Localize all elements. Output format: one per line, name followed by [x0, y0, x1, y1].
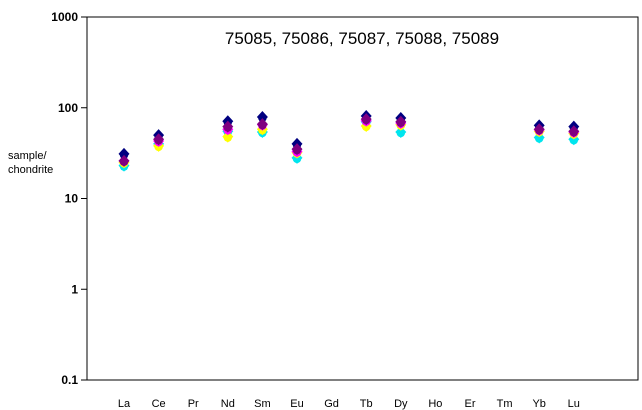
y-tick-label: 100: [58, 101, 78, 115]
data-point-marker: [396, 128, 405, 138]
x-tick-label: Tb: [360, 398, 373, 410]
plot-frame: [86, 16, 639, 381]
x-tick-label: Er: [465, 398, 476, 410]
data-point-marker: [292, 145, 302, 155]
x-tick-label: Pr: [188, 398, 199, 410]
data-points: [118, 110, 580, 172]
x-tick-label: Sm: [254, 398, 271, 410]
data-point-marker: [119, 157, 129, 167]
x-tick-label: Dy: [394, 398, 408, 410]
x-tick-label: Ho: [428, 398, 442, 410]
data-point-marker: [535, 134, 544, 143]
x-tick-label: Lu: [568, 398, 580, 410]
x-tick-label: Gd: [324, 398, 339, 410]
data-point-marker: [258, 113, 267, 123]
data-point-marker: [535, 126, 544, 135]
x-tick-label: Eu: [290, 398, 303, 410]
y-tick-label: 1000: [51, 10, 78, 24]
data-point-marker: [569, 128, 578, 137]
chart-title: 75085, 75086, 75087, 75088, 75089: [225, 29, 499, 48]
y-tick-label: 0.1: [61, 373, 78, 387]
data-point-marker: [258, 120, 267, 130]
x-tick-label: Tm: [497, 398, 513, 410]
y-tick-label: 10: [65, 192, 79, 206]
data-point-marker: [396, 118, 405, 128]
x-tick-label: La: [118, 398, 131, 410]
x-tick-label: Yb: [532, 398, 545, 410]
y-axis-label: sample/ chondrite: [8, 150, 53, 176]
x-tick-label: Nd: [221, 398, 235, 410]
data-point-marker: [154, 136, 163, 145]
x-tick-label: Ce: [152, 398, 166, 410]
y-axis-label-line-2: chondrite: [8, 164, 53, 176]
y-tick-label: 1: [71, 282, 78, 296]
x-axis: La Ce Pr Nd Sm Eu Gd Tb Dy Ho Er Tm Yb Lu: [118, 398, 580, 410]
data-point-marker: [362, 115, 371, 125]
y-axis-label-line-1: sample/: [8, 150, 47, 162]
y-axis: 1000 100 10 1 0.1: [51, 10, 87, 387]
data-point-marker: [223, 123, 232, 132]
data-point-marker: [223, 133, 232, 142]
